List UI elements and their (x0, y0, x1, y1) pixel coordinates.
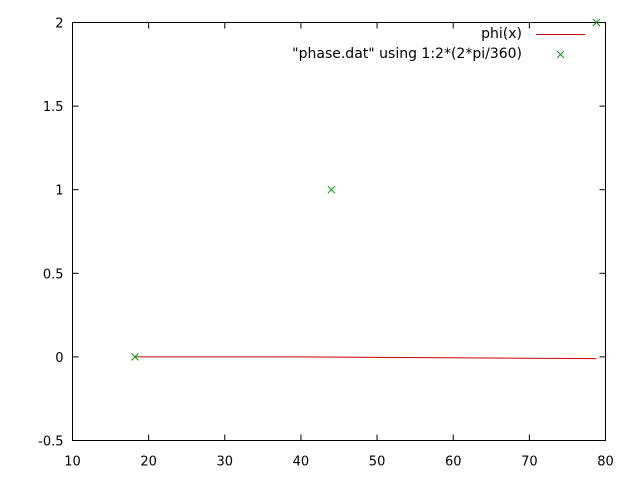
y-tick-label: 0 (55, 351, 63, 366)
x-tick-label: 60 (445, 455, 462, 470)
x-tick-label: 10 (64, 455, 81, 470)
legend-label-phi: phi(x) (481, 26, 522, 42)
x-tick-label: 80 (597, 455, 614, 470)
x-tick-label: 30 (217, 455, 234, 470)
data-point-x-marker (327, 185, 336, 194)
data-point-x-marker (131, 353, 139, 361)
legend-swatch-phase-dat (556, 50, 565, 59)
x-tick-label: 50 (369, 455, 386, 470)
y-tick-label: -0.5 (38, 435, 63, 450)
data-point-x-marker (592, 18, 601, 27)
axis-ticks (72, 22, 606, 441)
series-line-phi (134, 356, 597, 360)
plot-frame (72, 22, 606, 441)
x-tick-label: 40 (293, 455, 310, 470)
axis-tick-labels: 10 20 30 40 50 60 70 80 -0.5 0 0.5 1 1.5 2 (38, 17, 614, 470)
series-layer (131, 18, 601, 361)
series-0 (134, 356, 597, 360)
y-tick-label: 1 (55, 184, 63, 199)
x-tick-label: 20 (140, 455, 157, 470)
x-tick-label: 70 (521, 455, 538, 470)
y-tick-label: 1.5 (43, 100, 64, 115)
legend: phi(x) "phase.dat" using 1:2*(2*pi/360) (292, 26, 585, 62)
legend-label-phase-dat: "phase.dat" using 1:2*(2*pi/360) (292, 46, 522, 62)
y-tick-label: 0.5 (43, 267, 64, 282)
series-1 (131, 18, 601, 361)
y-tick-label: 2 (55, 17, 63, 32)
